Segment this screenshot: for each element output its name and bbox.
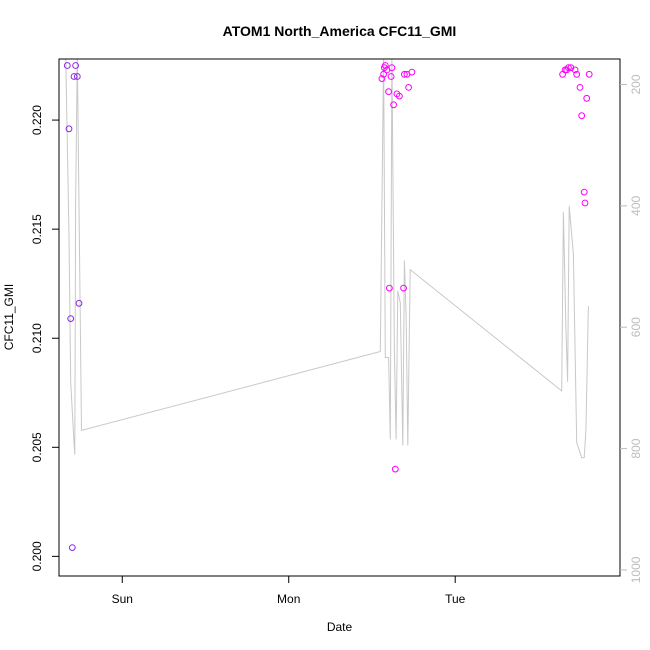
y-tick-label: 0.205: [30, 432, 44, 462]
data-point: [380, 70, 388, 78]
data-point: [565, 64, 572, 72]
data-point: [390, 101, 398, 109]
y2-tick-label: 600: [629, 317, 643, 337]
data-point: [385, 88, 393, 96]
y2-tick-label: 1000: [629, 556, 643, 583]
data-point: [67, 315, 75, 323]
data-point: [387, 73, 395, 80]
data-point: [578, 112, 586, 120]
data-point: [391, 465, 399, 473]
data-point: [573, 70, 581, 78]
pressure-line: [65, 59, 589, 459]
y2-tick-label: 800: [629, 438, 643, 458]
y-axis-label: CFC11_GMI: [2, 284, 16, 350]
y2-tick-label: 400: [629, 195, 643, 215]
y2-tick-label: 200: [629, 74, 643, 94]
data-point: [75, 299, 83, 307]
data-point: [576, 84, 584, 91]
data-point: [401, 70, 408, 78]
data-point: [580, 188, 588, 196]
data-point: [72, 62, 79, 69]
data-point: [70, 73, 78, 80]
data-point: [581, 199, 589, 207]
data-point: [386, 284, 393, 292]
y-tick-label: 0.220: [30, 105, 44, 135]
data-point: [68, 544, 76, 551]
data-point: [378, 75, 386, 82]
data-point: [408, 68, 416, 76]
data-point: [585, 70, 593, 78]
data-point: [405, 84, 413, 91]
data-point: [73, 73, 81, 80]
data-point: [571, 66, 579, 74]
data-point: [583, 94, 591, 102]
plot-frame: [58, 58, 621, 577]
x-axis-label: Date: [327, 620, 353, 634]
data-point: [396, 92, 403, 100]
y-tick-label: 0.200: [30, 541, 44, 571]
y-tick-label: 0.210: [30, 323, 44, 353]
x-tick-label: Sun: [112, 592, 133, 606]
data-point: [65, 125, 73, 133]
data-point: [388, 64, 396, 72]
data-point: [381, 62, 389, 69]
data-point: [63, 62, 71, 69]
chart-title: ATOM1 North_America CFC11_GMI: [223, 23, 457, 39]
x-tick-label: Tue: [445, 592, 466, 606]
data-point: [400, 284, 408, 292]
plot-layer: 0.200 0.205 0.210 0.215 0.220 Sun Mon Tue 200 400…: [30, 58, 643, 606]
x-tick-label: Mon: [277, 592, 300, 606]
y-tick-label: 0.215: [30, 214, 44, 244]
